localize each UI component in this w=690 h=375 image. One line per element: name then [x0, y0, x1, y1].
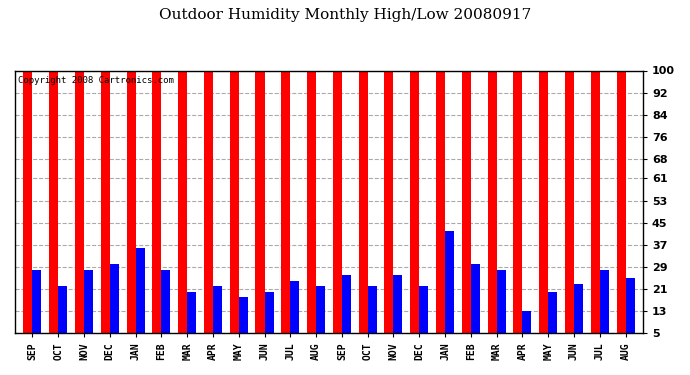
Bar	[135, 248, 145, 347]
Bar	[126, 70, 135, 347]
Bar	[230, 70, 239, 347]
Text: Outdoor Humidity Monthly High/Low 20080917: Outdoor Humidity Monthly High/Low 200809…	[159, 8, 531, 21]
Bar	[384, 70, 393, 347]
Bar	[393, 275, 402, 347]
Bar	[264, 292, 273, 347]
Bar	[187, 292, 196, 347]
Bar	[359, 70, 368, 347]
Bar	[110, 264, 119, 347]
Bar	[204, 70, 213, 347]
Bar	[75, 70, 84, 347]
Bar	[522, 311, 531, 347]
Bar	[591, 70, 600, 347]
Bar	[436, 70, 445, 347]
Bar	[239, 297, 248, 347]
Bar	[161, 270, 170, 347]
Text: Copyright 2008 Cartronics.com: Copyright 2008 Cartronics.com	[18, 76, 174, 85]
Bar	[600, 270, 609, 347]
Bar	[513, 70, 522, 347]
Bar	[565, 70, 574, 347]
Bar	[49, 70, 58, 347]
Bar	[488, 70, 497, 347]
Bar	[307, 70, 316, 347]
Bar	[58, 286, 67, 347]
Bar	[617, 70, 626, 347]
Bar	[290, 281, 299, 347]
Bar	[178, 70, 187, 347]
Bar	[213, 286, 222, 347]
Bar	[539, 70, 548, 347]
Bar	[32, 270, 41, 347]
Bar	[548, 292, 558, 347]
Bar	[626, 278, 635, 347]
Bar	[255, 70, 264, 347]
Bar	[152, 70, 161, 347]
Bar	[101, 70, 110, 347]
Bar	[497, 270, 506, 347]
Bar	[574, 284, 583, 347]
Bar	[462, 70, 471, 347]
Bar	[445, 231, 454, 347]
Bar	[411, 70, 420, 347]
Bar	[471, 264, 480, 347]
Bar	[23, 70, 32, 347]
Bar	[84, 270, 93, 347]
Bar	[282, 70, 290, 347]
Bar	[368, 286, 377, 347]
Bar	[342, 275, 351, 347]
Bar	[316, 286, 325, 347]
Bar	[333, 70, 342, 347]
Bar	[420, 286, 428, 347]
